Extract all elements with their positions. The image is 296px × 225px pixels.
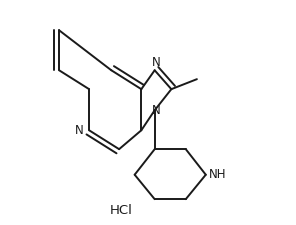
Text: N: N <box>151 56 160 69</box>
Text: N: N <box>151 104 160 117</box>
Text: NH: NH <box>209 168 227 181</box>
Text: HCl: HCl <box>110 204 133 217</box>
Text: N: N <box>75 124 83 137</box>
